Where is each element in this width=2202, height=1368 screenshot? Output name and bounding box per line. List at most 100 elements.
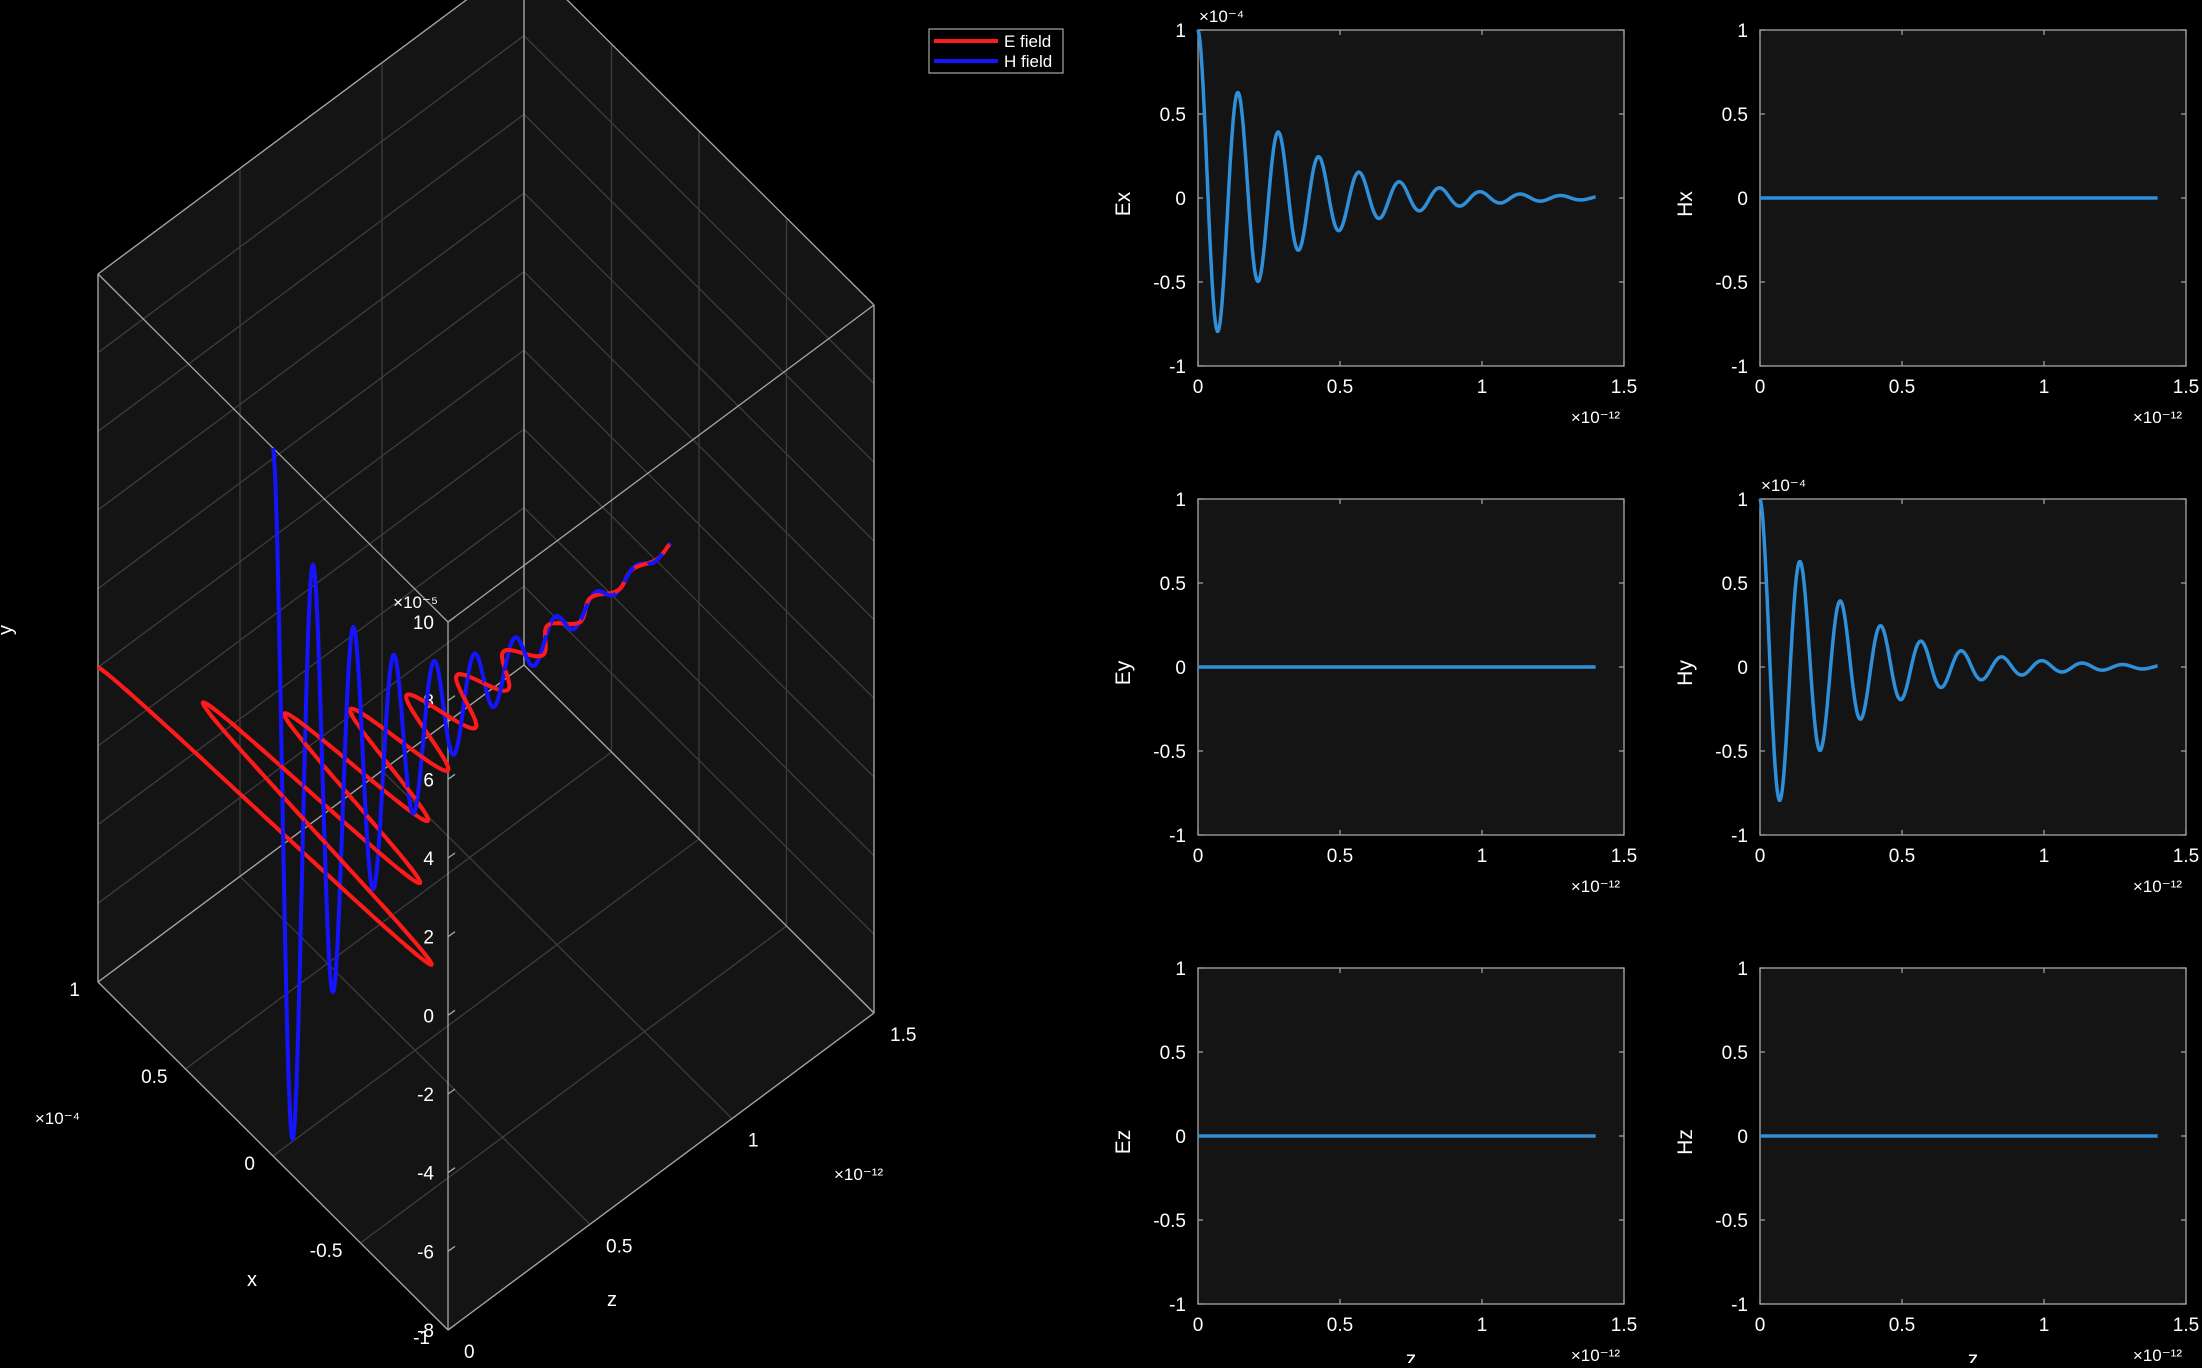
x-tick-label: -1	[413, 1328, 430, 1349]
plot3d-axes[interactable]: -8-6-4-20246810×10⁻⁵y-1-0.500.51×10⁻⁴x00…	[0, 0, 1064, 1363]
axis-edge	[523, 664, 875, 1014]
e-field-curve-overlay	[96, 542, 671, 967]
y-tick-label: 0.5	[1722, 574, 1748, 595]
x-exponent-label: ×10⁻¹²	[2133, 877, 2182, 896]
x-tick-label: 1.5	[2173, 1315, 2199, 1336]
y-tick-label: 1	[1737, 490, 1748, 511]
y-exponent-label: ×10⁻⁵	[393, 593, 438, 612]
grid-line-y	[97, 192, 525, 511]
grid-line-x	[272, 838, 700, 1157]
y-tick-label: 0	[1737, 189, 1748, 210]
y-tick-label: 6	[423, 770, 434, 791]
y-tick-label: -1	[1169, 1295, 1186, 1316]
x-tick-label: 1.5	[1611, 377, 1637, 398]
x-tick-label: 0	[1755, 1315, 1766, 1336]
y-tick-label: -1	[1169, 826, 1186, 847]
y-tick-label: -0.5	[1153, 273, 1186, 294]
x-tick-label: 0	[1193, 846, 1204, 867]
y-tick-label: 0.5	[1722, 1043, 1748, 1064]
z-tick-label: 0.5	[606, 1236, 632, 1257]
grid-line-y	[97, 35, 525, 354]
grid-line-x	[185, 751, 612, 1070]
x-tick-label: 1	[2039, 377, 2050, 398]
x-tick-label: 0.5	[1327, 1315, 1353, 1336]
axis-edge	[447, 304, 875, 623]
x-axis-label: z	[1406, 1348, 1417, 1363]
y-tick-label: 10	[413, 613, 434, 634]
y-tick-label: -1	[1169, 357, 1186, 378]
x-exponent-label: ×10⁻¹²	[1571, 877, 1620, 896]
grid-line-y	[97, 271, 525, 590]
axis-edge	[97, 0, 468, 275]
y-tick-label: -0.5	[1153, 742, 1186, 763]
x-tick-label: 1	[1477, 377, 1488, 398]
subplot-hx[interactable]: 0 0.5 1 1.5 -1 -0.5 0 0.5 1 Hx ×10⁻¹²	[1674, 21, 2199, 427]
subplot-hy[interactable]: 0 0.5 1 1.5 -1 -0.5 0 0.5 1 Hy ×10⁻¹² ×10⁻⁴	[1674, 476, 2199, 896]
subplot-ez[interactable]: 0 0.5 1 1.5 -1 -0.5 0 0.5 1 Ez ×10⁻¹² z	[1112, 959, 1637, 1368]
x-tick-label: 1.5	[2173, 846, 2199, 867]
y-tick-label: 0	[1175, 1127, 1186, 1148]
y-tick-label: 4	[423, 849, 434, 870]
y-tick-label: 1	[1737, 21, 1748, 42]
x-tick-label: 0	[1193, 377, 1204, 398]
x-exponent-label: ×10⁻¹²	[1571, 408, 1620, 427]
y-tick-label: -1	[1731, 1295, 1748, 1316]
y-axis-label: Ey	[1112, 660, 1135, 685]
x-tick-label: 0.5	[1889, 1315, 1915, 1336]
y-tick-label: 0.5	[1160, 574, 1186, 595]
y-axis-label: Ex	[1112, 191, 1135, 216]
x-tick-label: 0.5	[1889, 377, 1915, 398]
y-tick-label: 0.5	[1160, 1043, 1186, 1064]
y-tick	[447, 695, 456, 702]
y-tick-label: 0	[1175, 189, 1186, 210]
y-axis-label: Hx	[1674, 191, 1697, 217]
y-tick-label: -0.5	[1715, 742, 1748, 763]
x-exponent-label: ×10⁻⁴	[35, 1109, 80, 1128]
y-tick	[447, 1245, 456, 1252]
x-tick-label: -0.5	[310, 1241, 343, 1262]
y-tick	[447, 852, 456, 859]
x-tick-label: 1.5	[2173, 377, 2199, 398]
y-tick-label: -6	[417, 1242, 434, 1263]
y-tick-label: -1	[1731, 357, 1748, 378]
y-tick	[447, 1088, 456, 1095]
grid-line-z	[239, 875, 591, 1225]
z-axis-label: z	[607, 1289, 617, 1311]
x-tick-label: 1.5	[1611, 1315, 1637, 1336]
y-tick-label: -4	[417, 1164, 434, 1185]
x-tick-label: 1	[69, 980, 80, 1001]
y-axis-label: Hy	[1674, 660, 1697, 686]
x-tick-label: 1.5	[1611, 846, 1637, 867]
subplot-ey[interactable]: 0 0.5 1 1.5 -1 -0.5 0 0.5 1 Ey ×10⁻¹²	[1112, 490, 1637, 896]
y-tick-label: 0.5	[1160, 105, 1186, 126]
subplot-ex[interactable]: 0 0.5 1 1.5 -1 -0.5 0 0.5 1 Ex ×10⁻¹² ×10⁻⁴	[1112, 7, 1637, 427]
y-tick	[447, 1167, 456, 1174]
y-tick-label: 1	[1175, 21, 1186, 42]
x-tick-label: 0	[244, 1154, 255, 1175]
y-tick	[447, 616, 456, 623]
subplot-hz[interactable]: 0 0.5 1 1.5 -1 -0.5 0 0.5 1 Hz ×10⁻¹² z	[1674, 959, 2199, 1368]
y-tick	[447, 931, 456, 938]
grid-line-y	[97, 507, 525, 826]
y-tick-label: -1	[1731, 826, 1748, 847]
x-tick-label: 0.5	[1327, 846, 1353, 867]
y-tick-label: 0	[1175, 658, 1186, 679]
y-tick-label: 1	[1175, 959, 1186, 980]
series-line	[1196, 29, 1596, 333]
legend-box	[928, 28, 1064, 74]
x-tick-label: 0	[1193, 1315, 1204, 1336]
y-tick-label: 0	[1737, 1127, 1748, 1148]
x-exponent-label: ×10⁻¹²	[2133, 1346, 2182, 1363]
x-axis-label: z	[1968, 1348, 1979, 1363]
grid-line-y	[97, 113, 525, 432]
y-tick-label: -2	[417, 1085, 434, 1106]
series-line	[1758, 498, 2158, 802]
y-tick-label: 0	[423, 1006, 434, 1027]
x-tick-label: 0	[1755, 377, 1766, 398]
grid-line-y	[97, 349, 525, 668]
legend-label-e: E field	[1004, 32, 1051, 51]
x-tick-label: 0.5	[1327, 377, 1353, 398]
z-tick-label: 1	[748, 1131, 759, 1152]
